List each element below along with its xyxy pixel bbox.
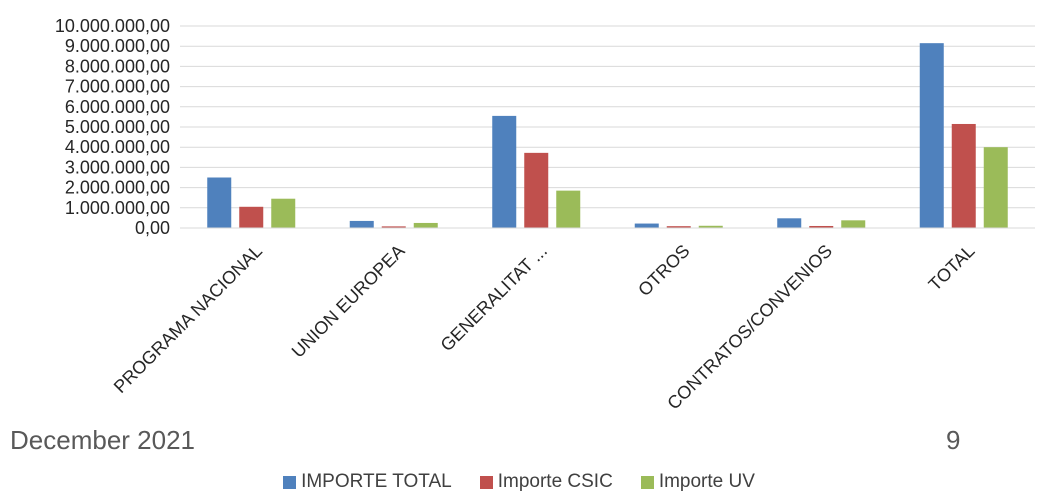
- y-tick-label: 4.000.000,00: [65, 137, 170, 157]
- x-tick-label: GENERALITAT ...: [437, 241, 552, 356]
- bar: [809, 225, 834, 228]
- legend-swatch: [640, 475, 654, 489]
- bar: [207, 177, 232, 228]
- bar: [634, 223, 659, 228]
- y-tick-label: 8.000.000,00: [65, 56, 170, 76]
- y-tick-label: 2.000.000,00: [65, 178, 170, 198]
- chart-legend: IMPORTE TOTAL Importe CSIC Importe UV: [0, 471, 1038, 493]
- legend-label: Importe CSIC: [497, 471, 613, 492]
- legend-swatch: [479, 475, 493, 489]
- y-tick-label: 7.000.000,00: [65, 77, 170, 97]
- legend-item: IMPORTE TOTAL: [283, 471, 452, 493]
- legend-label: IMPORTE TOTAL: [301, 471, 452, 492]
- y-tick-label: 6.000.000,00: [65, 97, 170, 117]
- bar-chart: 0,001.000.000,002.000.000,003.000.000,00…: [55, 16, 1035, 414]
- x-tick-label: TOTAL: [925, 241, 979, 295]
- legend-label: Importe UV: [658, 471, 755, 492]
- bar: [524, 152, 549, 228]
- bar: [556, 190, 581, 228]
- bar: [381, 226, 406, 228]
- bar: [919, 43, 944, 228]
- legend-item: Importe CSIC: [479, 471, 613, 493]
- bar: [777, 218, 802, 228]
- x-tick-label: UNION EUROPEA: [288, 241, 409, 362]
- bar: [951, 123, 976, 228]
- footer-date: December 2021: [10, 425, 195, 455]
- y-tick-label: 5.000.000,00: [65, 117, 170, 137]
- bar: [666, 226, 691, 228]
- y-tick-label: 0,00: [135, 218, 170, 238]
- x-tick-label: OTROS: [634, 241, 693, 300]
- legend-swatch: [283, 475, 297, 489]
- bar: [271, 198, 296, 228]
- bar: [349, 220, 374, 228]
- y-tick-label: 1.000.000,00: [65, 198, 170, 218]
- y-tick-label: 10.000.000,00: [55, 16, 170, 36]
- bar: [983, 147, 1008, 228]
- legend-item: Importe UV: [640, 471, 755, 493]
- y-tick-label: 3.000.000,00: [65, 157, 170, 177]
- bar: [239, 206, 264, 228]
- bar: [698, 225, 723, 228]
- x-tick-label: PROGRAMA NACIONAL: [110, 241, 266, 397]
- bar: [413, 222, 438, 228]
- bar: [492, 115, 517, 228]
- y-tick-label: 9.000.000,00: [65, 36, 170, 56]
- page-number: 9: [946, 425, 961, 455]
- bar: [841, 220, 866, 228]
- x-tick-label: CONTRATOS/CONVENIOS: [663, 241, 836, 414]
